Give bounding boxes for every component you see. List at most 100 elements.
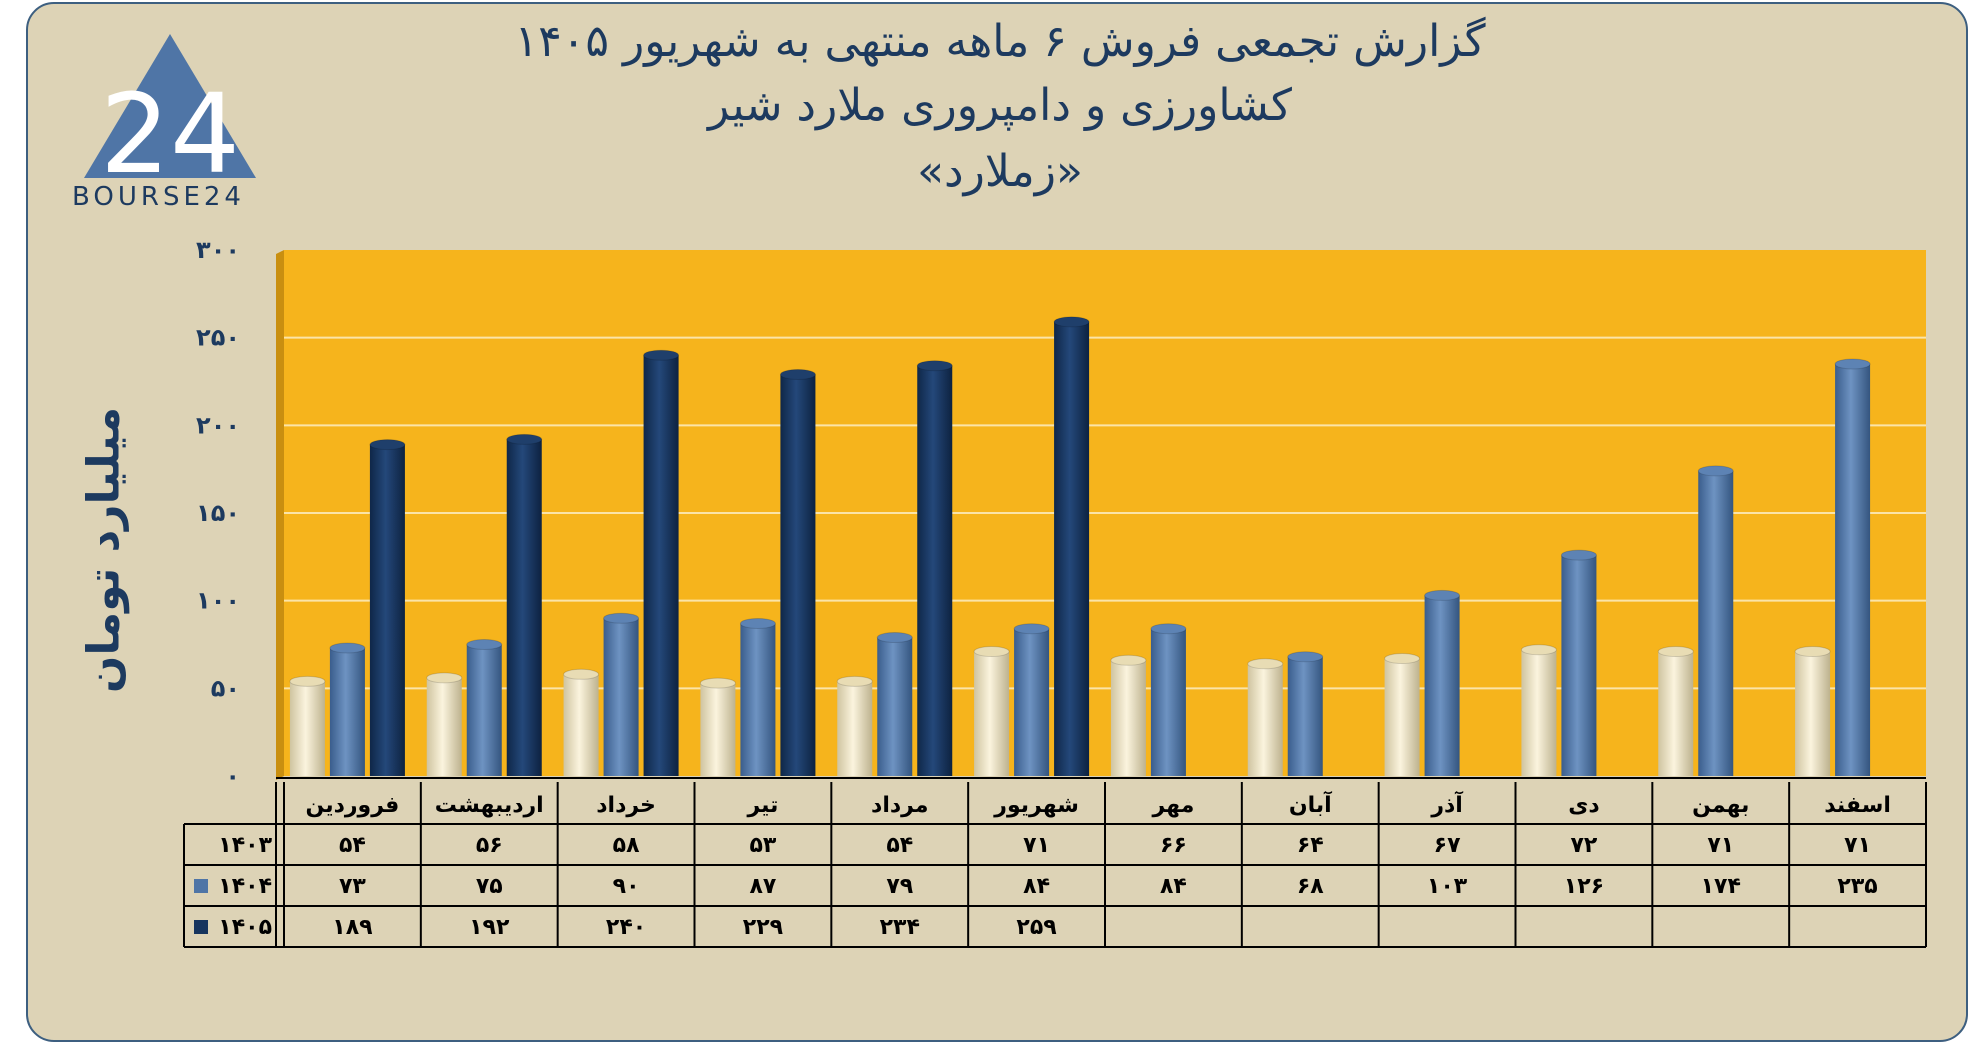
bar-cap: [739, 617, 776, 629]
bourse24-logo-icon: 24: [84, 34, 256, 180]
bar: [974, 651, 1010, 776]
bar-cap: [916, 360, 953, 372]
y-tick-label: ۵۰: [211, 674, 240, 702]
data-label: ۱۰۳: [1427, 874, 1468, 899]
bar: [603, 618, 639, 776]
bar: [506, 439, 542, 776]
bar-cap: [1520, 644, 1557, 656]
x-tick-label: آذر: [1430, 790, 1463, 818]
bar: [1795, 651, 1831, 776]
bar: [700, 683, 736, 776]
data-label: ۷۱: [1707, 833, 1734, 858]
x-tick-label: آبان: [1289, 790, 1332, 818]
bar: [877, 637, 913, 776]
x-tick-label: خرداد: [596, 793, 656, 818]
bar: [1658, 651, 1694, 776]
bar: [643, 355, 679, 776]
bar-cap: [289, 675, 326, 687]
data-label: ۵۶: [476, 833, 503, 858]
bar: [1287, 656, 1323, 776]
bar: [917, 365, 953, 776]
data-label: ۶۴: [1297, 833, 1324, 858]
bar-cap: [1560, 549, 1597, 561]
bar-cap: [506, 433, 543, 445]
data-label: ۹۰: [613, 874, 640, 899]
legend-swatch: [194, 920, 208, 934]
data-label: ۷۹: [886, 874, 913, 899]
y-tick-label: ۰: [225, 762, 240, 790]
data-label: ۵۴: [339, 833, 366, 858]
plot-side-wall: [276, 250, 284, 780]
bar-cap: [1287, 651, 1324, 663]
data-label: ۲۳۴: [880, 915, 920, 940]
x-tick-label: اردیبهشت: [435, 793, 544, 818]
bar: [780, 374, 816, 776]
bar: [1698, 470, 1734, 776]
bar: [329, 648, 365, 776]
bar: [369, 444, 405, 776]
bar-cap: [1697, 465, 1734, 477]
logo-triangle: [84, 34, 256, 178]
bar-cap: [1834, 358, 1871, 370]
bar: [1424, 595, 1460, 776]
bar-cap: [466, 639, 503, 650]
bar-cap: [1424, 589, 1461, 601]
data-label: ۱۷۴: [1701, 874, 1741, 899]
y-tick-label: ۲۰۰: [196, 411, 240, 439]
bar: [1150, 628, 1186, 776]
data-label: ۵۴: [886, 833, 913, 858]
data-label: ۲۵۹: [1016, 915, 1056, 940]
bar-cap: [973, 646, 1010, 658]
bar-cap: [329, 642, 366, 654]
bar-cap: [1384, 653, 1421, 665]
x-tick-label: اسفند: [1824, 793, 1891, 818]
bar-cap: [426, 672, 463, 684]
y-tick-label: ۱۰۰: [196, 587, 240, 615]
bar-cap: [1053, 316, 1090, 328]
bar-cap: [836, 675, 873, 687]
chart-title-line-2: کشاورزی و دامپروری ملارد شیر: [708, 80, 1292, 131]
y-tick-label: ۱۵۰: [196, 499, 240, 527]
legend-swatch: [194, 879, 208, 893]
bar-cap: [1013, 623, 1050, 635]
data-label: ۷۱: [1023, 833, 1050, 858]
data-label: ۸۴: [1160, 874, 1187, 899]
data-label: ۶۷: [1434, 833, 1461, 858]
data-label: ۶۸: [1297, 874, 1324, 899]
bar-cap: [1247, 658, 1284, 670]
bar-cap: [1794, 646, 1831, 658]
y-tick-label: ۳۰۰: [196, 236, 240, 264]
data-label: ۲۲۹: [743, 915, 783, 940]
bar-cap: [876, 631, 913, 643]
x-tick-label: فروردین: [306, 793, 400, 818]
data-label: ۸۷: [749, 874, 776, 899]
bar-cap: [699, 677, 736, 689]
bar: [740, 623, 776, 776]
x-tick-label: تیر: [746, 793, 778, 818]
data-label: ۷۱: [1844, 833, 1871, 858]
data-label: ۱۸۹: [332, 915, 372, 940]
data-label: ۱۲۶: [1564, 874, 1604, 899]
bar: [1835, 363, 1871, 776]
bar-cap: [603, 612, 640, 624]
bar: [1247, 663, 1283, 776]
data-label: ۱۹۲: [469, 915, 510, 940]
x-tick-label: شهریور: [993, 793, 1079, 818]
bar-cap: [643, 349, 680, 361]
x-tick-label: مرداد: [871, 793, 928, 818]
x-tick-label: بهمن: [1692, 793, 1749, 818]
data-label: ۵۳: [749, 833, 776, 858]
bar-cap: [1110, 654, 1147, 666]
bar-cap: [563, 668, 600, 680]
bar: [289, 681, 325, 776]
data-label: ۸۴: [1023, 874, 1050, 899]
bar-cap: [369, 439, 406, 451]
bar-cap: [779, 368, 816, 380]
bar: [1561, 555, 1597, 776]
bar: [1110, 660, 1146, 776]
legend-label: ۱۴۰۳: [218, 833, 272, 858]
bar: [1521, 649, 1557, 776]
bar-cap: [1150, 623, 1187, 635]
data-label: ۲۳۵: [1837, 874, 1877, 899]
